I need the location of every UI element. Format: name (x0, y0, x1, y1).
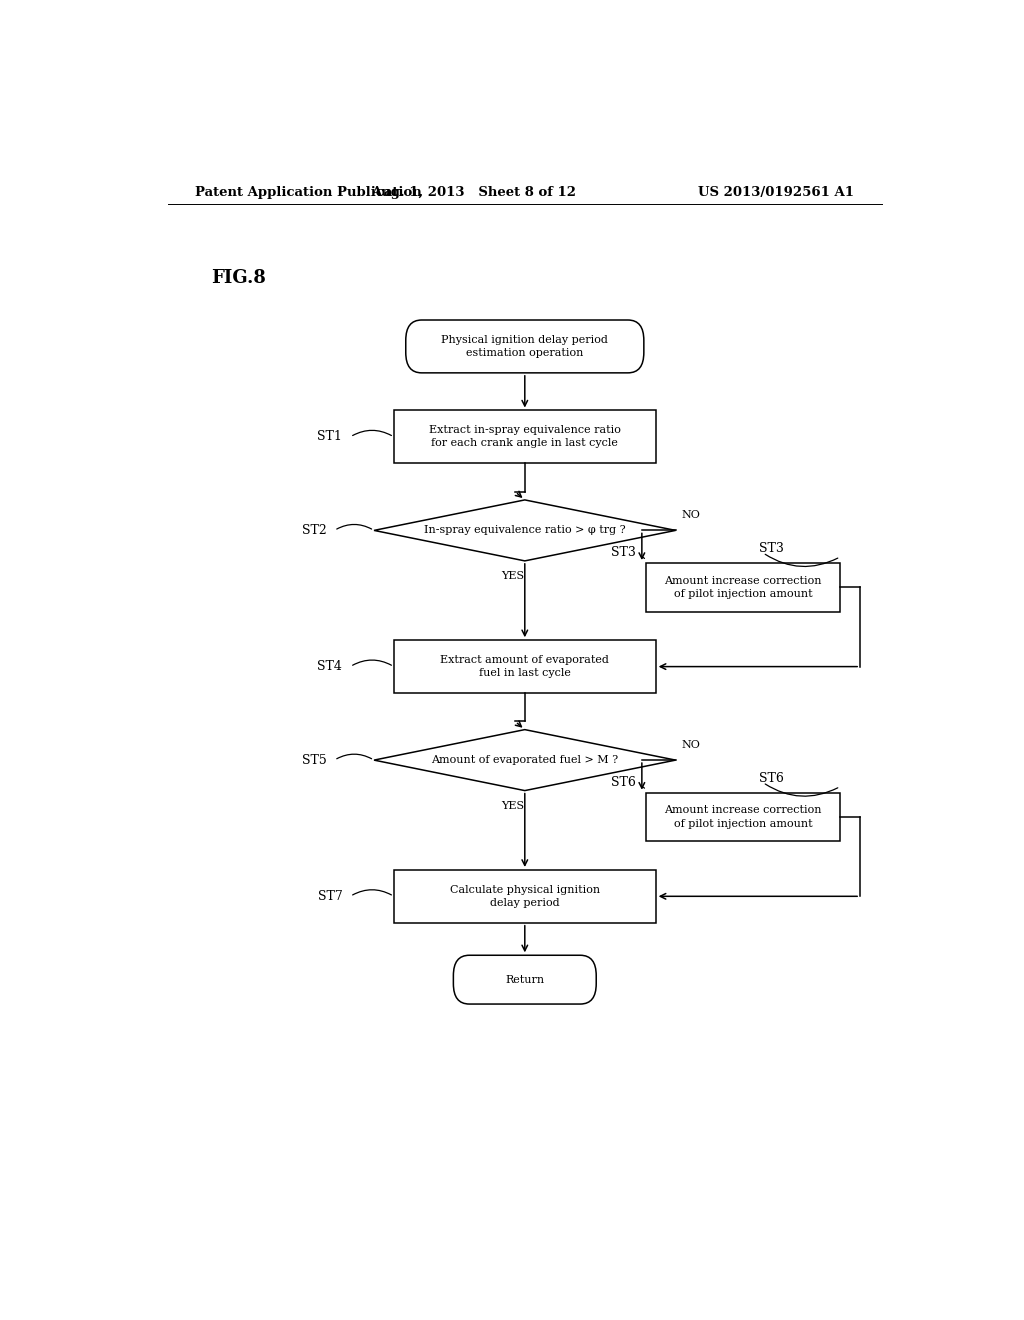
Bar (646, 562, 841, 611)
Text: NO: NO (682, 511, 700, 520)
Bar (394, 411, 655, 463)
Text: ST1: ST1 (317, 430, 342, 444)
Text: ST5: ST5 (302, 754, 327, 767)
Text: Extract amount of evaporated
fuel in last cycle: Extract amount of evaporated fuel in las… (440, 655, 609, 678)
Text: ST7: ST7 (317, 890, 342, 903)
Text: YES: YES (502, 572, 524, 581)
Bar (394, 870, 655, 923)
Text: Calculate physical ignition
delay period: Calculate physical ignition delay period (450, 884, 600, 908)
Text: Patent Application Publication: Patent Application Publication (196, 186, 422, 199)
Text: Amount of evaporated fuel > M ?: Amount of evaporated fuel > M ? (431, 755, 618, 766)
Text: ST4: ST4 (317, 660, 342, 673)
FancyBboxPatch shape (406, 319, 644, 372)
Text: ST2: ST2 (302, 524, 327, 537)
FancyBboxPatch shape (454, 956, 596, 1005)
Text: ST3: ST3 (611, 546, 636, 558)
Text: YES: YES (502, 801, 524, 810)
Text: Extract in-spray equivalence ratio
for each crank angle in last cycle: Extract in-spray equivalence ratio for e… (429, 425, 621, 449)
Polygon shape (374, 730, 676, 791)
Bar (646, 792, 841, 841)
Text: Aug. 1, 2013   Sheet 8 of 12: Aug. 1, 2013 Sheet 8 of 12 (371, 186, 575, 199)
Text: ST6: ST6 (759, 771, 783, 784)
Text: FIG.8: FIG.8 (211, 269, 266, 288)
Bar (394, 640, 655, 693)
Text: US 2013/0192561 A1: US 2013/0192561 A1 (698, 186, 854, 199)
Text: ST6: ST6 (611, 776, 636, 788)
Text: Return: Return (505, 974, 545, 985)
Text: Amount increase correction
of pilot injection amount: Amount increase correction of pilot inje… (665, 805, 822, 829)
Text: In-spray equivalence ratio > φ trg ?: In-spray equivalence ratio > φ trg ? (424, 525, 626, 536)
Polygon shape (374, 500, 676, 561)
Text: NO: NO (682, 741, 700, 750)
Text: Physical ignition delay period
estimation operation: Physical ignition delay period estimatio… (441, 335, 608, 358)
Text: Amount increase correction
of pilot injection amount: Amount increase correction of pilot inje… (665, 576, 822, 599)
Text: ST3: ST3 (759, 541, 783, 554)
